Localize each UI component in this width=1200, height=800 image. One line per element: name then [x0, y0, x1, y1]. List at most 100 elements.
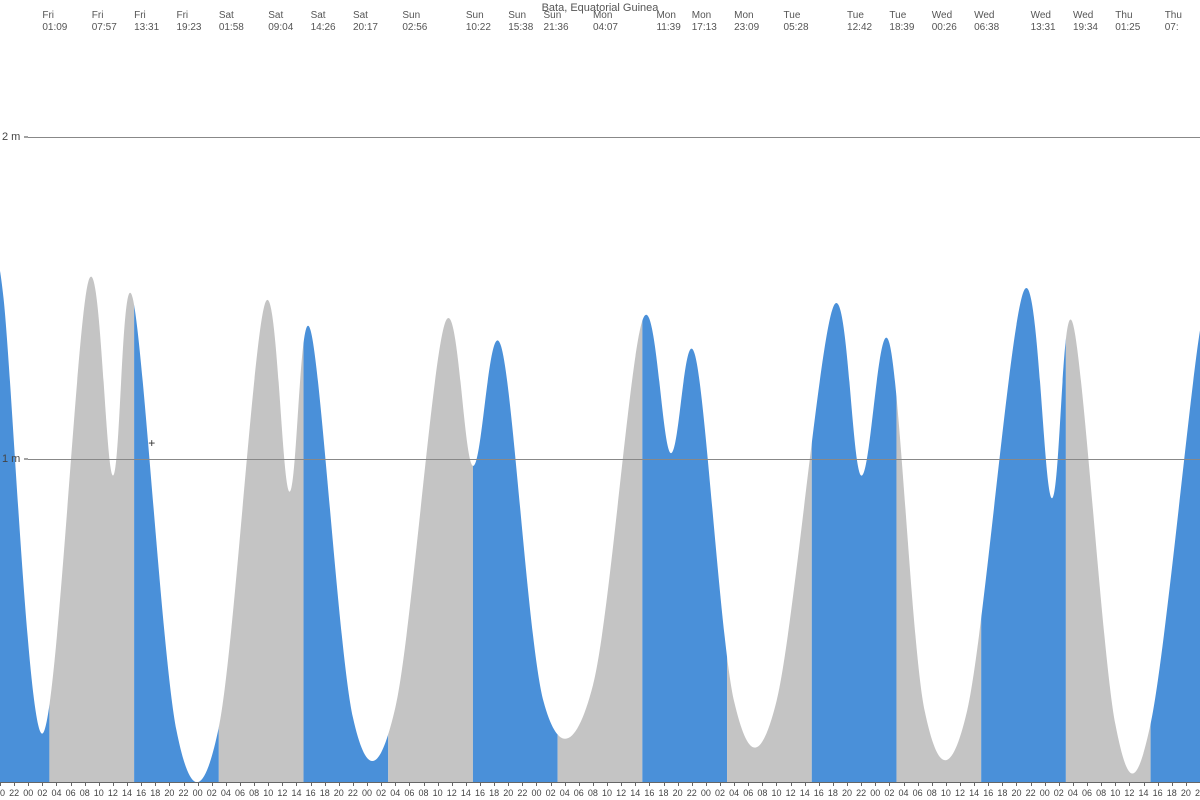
hour-label: 20 [0, 788, 5, 798]
hour-tick [974, 782, 975, 786]
gridline-label: 1 m [2, 453, 20, 465]
night-band [134, 40, 219, 782]
hour-tick [692, 782, 693, 786]
tide-area-plot [0, 0, 1200, 800]
hour-label: 04 [560, 788, 570, 798]
night-band [0, 40, 49, 782]
gridline [28, 459, 1200, 460]
hour-tick [1073, 782, 1074, 786]
hour-label: 20 [334, 788, 344, 798]
hour-label: 12 [447, 788, 457, 798]
hour-label: 08 [419, 788, 429, 798]
hour-label: 00 [193, 788, 203, 798]
hour-tick [1031, 782, 1032, 786]
hour-label: 16 [136, 788, 146, 798]
hour-tick [42, 782, 43, 786]
hour-tick [424, 782, 425, 786]
hour-label: 20 [842, 788, 852, 798]
axis-baseline [0, 782, 1200, 783]
hour-tick [466, 782, 467, 786]
hour-tick [325, 782, 326, 786]
hour-tick [268, 782, 269, 786]
hour-tick [113, 782, 114, 786]
day-band [896, 40, 981, 782]
hour-tick [1115, 782, 1116, 786]
hour-tick [621, 782, 622, 786]
hour-label: 16 [983, 788, 993, 798]
hour-label: 22 [517, 788, 527, 798]
hour-tick [311, 782, 312, 786]
hour-tick [494, 782, 495, 786]
hour-label: 10 [602, 788, 612, 798]
hour-tick [889, 782, 890, 786]
day-band [558, 40, 643, 782]
hour-label: 22 [856, 788, 866, 798]
hour-tick [551, 782, 552, 786]
hour-tick [155, 782, 156, 786]
hour-tick [395, 782, 396, 786]
hour-label: 04 [221, 788, 231, 798]
hour-tick [706, 782, 707, 786]
hour-tick [282, 782, 283, 786]
hour-tick [522, 782, 523, 786]
hour-tick [141, 782, 142, 786]
hour-label: 18 [489, 788, 499, 798]
hour-label: 18 [997, 788, 1007, 798]
hour-label: 14 [461, 788, 471, 798]
hour-label: 16 [814, 788, 824, 798]
hour-tick [932, 782, 933, 786]
hour-label: 10 [941, 788, 951, 798]
hour-tick [508, 782, 509, 786]
hour-label: 06 [235, 788, 245, 798]
hour-tick [480, 782, 481, 786]
hour-tick [649, 782, 650, 786]
day-band [388, 40, 473, 782]
hour-tick [607, 782, 608, 786]
hour-tick [353, 782, 354, 786]
hour-label: 00 [870, 788, 880, 798]
hour-label: 06 [574, 788, 584, 798]
hour-label: 00 [23, 788, 33, 798]
hour-tick [904, 782, 905, 786]
hour-tick [579, 782, 580, 786]
hour-tick [1087, 782, 1088, 786]
hour-label: 18 [150, 788, 160, 798]
hour-tick [918, 782, 919, 786]
night-band [473, 40, 558, 782]
hour-tick [14, 782, 15, 786]
hour-label: 02 [884, 788, 894, 798]
gridline-tick [24, 459, 28, 460]
night-band [642, 40, 727, 782]
hour-label: 16 [1153, 788, 1163, 798]
hour-label: 14 [800, 788, 810, 798]
hour-label: 20 [1011, 788, 1021, 798]
hour-label: 22 [179, 788, 189, 798]
hour-label: 06 [743, 788, 753, 798]
tide-chart: Bata, Equatorial Guinea u1Fri01:09Fri07:… [0, 0, 1200, 800]
hour-axis: 2022000204060810121416182022000204060810… [0, 782, 1200, 800]
hour-label: 12 [786, 788, 796, 798]
hour-tick [678, 782, 679, 786]
hour-label: 12 [277, 788, 287, 798]
hour-label: 22 [348, 788, 358, 798]
hour-label: 02 [376, 788, 386, 798]
hour-tick [198, 782, 199, 786]
gridline-tick [24, 136, 28, 137]
hour-tick [28, 782, 29, 786]
hour-tick [56, 782, 57, 786]
hour-tick [833, 782, 834, 786]
hour-tick [1158, 782, 1159, 786]
night-band [304, 40, 389, 782]
hour-label: 06 [913, 788, 923, 798]
hour-label: 06 [1082, 788, 1092, 798]
day-band [49, 40, 134, 782]
hour-tick [988, 782, 989, 786]
hour-label: 04 [729, 788, 739, 798]
hour-label: 02 [546, 788, 556, 798]
hour-label: 00 [362, 788, 372, 798]
hour-tick [0, 782, 1, 786]
hour-label: 20 [673, 788, 683, 798]
hour-label: 02 [37, 788, 47, 798]
hour-tick [819, 782, 820, 786]
gridline [28, 137, 1200, 138]
